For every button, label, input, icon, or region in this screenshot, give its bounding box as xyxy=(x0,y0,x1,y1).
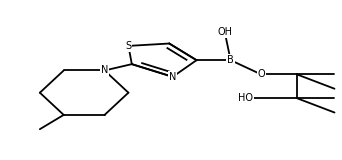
Text: OH: OH xyxy=(217,27,232,37)
Text: B: B xyxy=(227,55,234,65)
Text: N: N xyxy=(101,65,108,76)
Text: S: S xyxy=(126,41,131,51)
Text: N: N xyxy=(169,72,176,82)
Text: HO: HO xyxy=(238,93,253,103)
Text: O: O xyxy=(258,69,265,80)
